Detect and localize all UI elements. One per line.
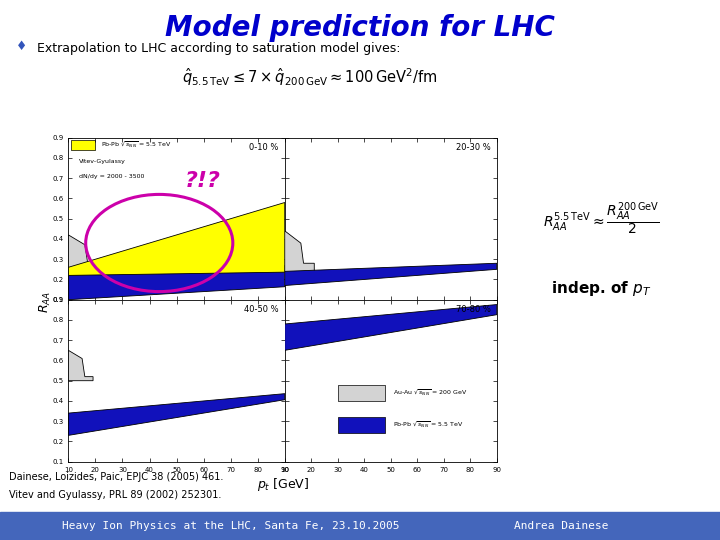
Text: 0-10 %: 0-10 %: [249, 143, 278, 152]
Text: Heavy Ion Physics at the LHC, Santa Fe, 23.10.2005: Heavy Ion Physics at the LHC, Santa Fe, …: [62, 521, 399, 531]
Text: $R_{AA}$: $R_{AA}$: [38, 292, 53, 313]
Text: $\hat{q}_{5.5\,\mathrm{TeV}} \leq 7 \times \hat{q}_{200\,\mathrm{GeV}} \approx 1: $\hat{q}_{5.5\,\mathrm{TeV}} \leq 7 \tim…: [181, 66, 438, 87]
Text: Model prediction for LHC: Model prediction for LHC: [165, 14, 555, 42]
Bar: [0, 512, 720, 540]
Text: 20-30 %: 20-30 %: [456, 143, 490, 152]
Text: ?!?: ?!?: [184, 171, 220, 192]
Polygon shape: [284, 231, 314, 275]
Polygon shape: [284, 305, 497, 350]
Polygon shape: [284, 263, 497, 286]
Text: $p_t$ [GeV]: $p_t$ [GeV]: [257, 476, 309, 493]
Text: Vitev and Gyulassy, PRL 89 (2002) 252301.: Vitev and Gyulassy, PRL 89 (2002) 252301…: [9, 489, 222, 500]
Text: Vitev-Gyulassy: Vitev-Gyulassy: [79, 159, 126, 165]
Polygon shape: [68, 235, 99, 284]
Text: ♦: ♦: [16, 40, 27, 53]
Text: indep. of $p_T$: indep. of $p_T$: [551, 279, 652, 299]
Text: Extrapolation to LHC according to saturation model gives:: Extrapolation to LHC according to satura…: [37, 42, 401, 55]
Text: 40-50 %: 40-50 %: [243, 305, 278, 314]
Text: Dainese, Loizides, Paic, EPJC 38 (2005) 461.: Dainese, Loizides, Paic, EPJC 38 (2005) …: [9, 472, 224, 482]
Polygon shape: [68, 394, 284, 435]
Text: $R_{AA}^{5.5\,\mathrm{TeV}} \approx \dfrac{R_{AA}^{200\,\mathrm{GeV}}}{2}$: $R_{AA}^{5.5\,\mathrm{TeV}} \approx \dfr…: [543, 200, 660, 237]
Text: dN/dy = 2000 - 3500: dN/dy = 2000 - 3500: [79, 174, 145, 179]
Polygon shape: [68, 266, 284, 300]
Text: 70-80 %: 70-80 %: [456, 305, 490, 314]
Text: Au-Au $\sqrt{s_{NN}}$ = 200 GeV: Au-Au $\sqrt{s_{NN}}$ = 200 GeV: [393, 388, 468, 398]
Text: Pb-Pb $\sqrt{s_{NN}}$ = 5.5 TeV: Pb-Pb $\sqrt{s_{NN}}$ = 5.5 TeV: [393, 420, 464, 430]
Polygon shape: [68, 350, 93, 381]
Polygon shape: [68, 202, 284, 275]
Text: Pb-Pb $\sqrt{s_{NN}}$ = 5.5 TeV: Pb-Pb $\sqrt{s_{NN}}$ = 5.5 TeV: [101, 140, 171, 150]
Text: Andrea Dainese: Andrea Dainese: [514, 521, 609, 531]
